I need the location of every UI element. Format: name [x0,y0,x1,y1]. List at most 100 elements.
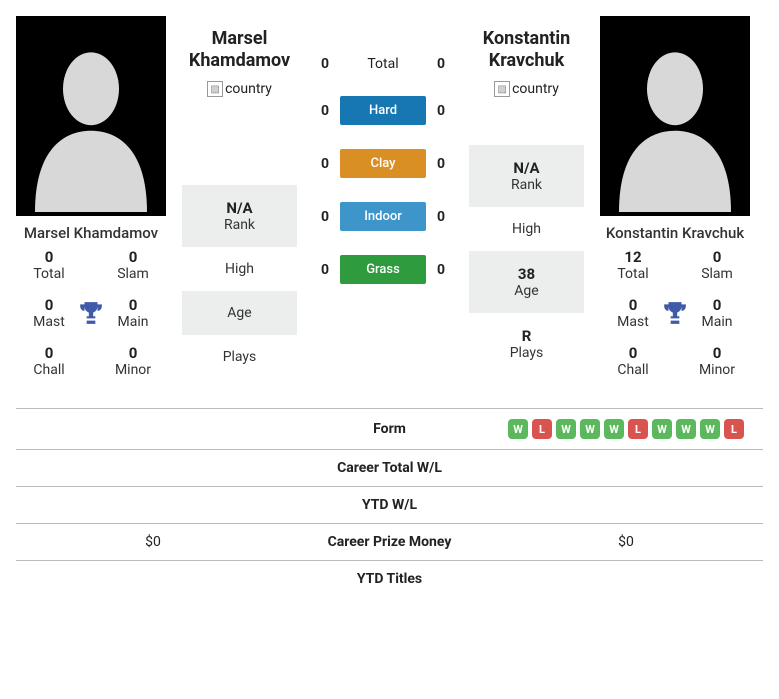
p1-mast-lbl: Mast [20,314,78,330]
player2-card: Konstantin Kravchuk 12Total 0Slam 0Mast … [600,16,750,388]
player1-country: ▨ country [207,77,272,105]
p2-slam-lbl: Slam [688,266,746,282]
player2-title-stats: 12Total 0Slam 0Mast 0Main 0Chall 0Minor [600,248,750,388]
player1-title-stats: 0Total 0Slam 0Mast 0Main 0Chall 0Minor [16,248,166,388]
player1-info: Marsel Khamdamov ▨ country N/A Rank High… [182,16,297,379]
p2-total-val: 12 [604,248,662,266]
h2h-hard-p2: 0 [437,103,445,119]
player1-country-alt: country [225,81,272,97]
row-ytd-wl: YTD W/L [16,487,763,524]
p1-age-tile: Age [182,291,297,335]
p2-high-tile: High [469,207,584,251]
p2-plays-val: R [473,327,580,345]
form-pill-l[interactable]: L [532,419,552,439]
form-pill-w[interactable]: W [508,419,528,439]
p2-high-lbl: High [473,221,580,237]
p1-age-lbl: Age [186,305,293,321]
h2h-total-p1: 0 [321,56,329,72]
row-form: Form WLWWWLWWWL [16,409,763,450]
h2h-indoor-p1: 0 [321,209,329,225]
form-pill-w[interactable]: W [676,419,696,439]
form-pill-w[interactable]: W [580,419,600,439]
p1-mast-val: 0 [20,296,78,314]
broken-image-icon: ▨ [207,81,223,97]
h2h-clay-p1: 0 [321,156,329,172]
h2h-indoor-row: 0 Indoor 0 [313,202,453,231]
player2-country: ▨ country [494,77,559,105]
p1-chall-lbl: Chall [20,362,78,378]
surface-indoor-chip[interactable]: Indoor [340,202,426,231]
p2-chall-val: 0 [604,344,662,362]
p2-chall-lbl: Chall [604,362,662,378]
career-prize-p2: $0 [497,534,755,550]
p1-minor-lbl: Minor [104,362,162,378]
career-prize-label: Career Prize Money [282,534,497,550]
form-pill-l[interactable]: L [628,419,648,439]
form-pill-l[interactable]: L [724,419,744,439]
form-pill-w[interactable]: W [700,419,720,439]
p2-minor-lbl: Minor [688,362,746,378]
p1-rank-lbl: Rank [186,217,293,233]
p2-age-lbl: Age [473,283,580,299]
h2h-column: 0 Total 0 0 Hard 0 0 Clay 0 0 Indoor 0 0 [313,16,453,284]
broken-image-icon: ▨ [494,81,510,97]
p1-main-lbl: Main [104,314,162,330]
form-p2: WLWWWLWWWL [497,419,755,439]
player1-heading: Marsel Khamdamov [182,16,297,77]
p1-chall-val: 0 [20,344,78,362]
player1-name: Marsel Khamdamov [16,216,166,248]
p2-rank-lbl: Rank [473,177,580,193]
form-pill-w[interactable]: W [652,419,672,439]
p2-plays-lbl: Plays [473,345,580,361]
player2-photo [600,16,750,216]
h2h-clay-row: 0 Clay 0 [313,149,453,178]
player2-heading: Konstantin Kravchuk [469,16,584,77]
surface-hard-chip[interactable]: Hard [340,96,426,125]
row-career-total: Career Total W/L [16,450,763,487]
h2h-total-row: 0 Total 0 [313,56,453,72]
player1-photo [16,16,166,216]
row-ytd-titles: YTD Titles [16,561,763,597]
p1-total-lbl: Total [20,266,78,282]
p1-plays-tile: Plays [182,335,297,379]
trophy-icon [78,300,104,326]
h2h-grass-row: 0 Grass 0 [313,255,453,284]
p1-slam-lbl: Slam [104,266,162,282]
p2-rank-tile: N/A Rank [469,145,584,207]
form-label: Form [282,421,497,437]
p1-rank-val: N/A [186,199,293,217]
player2-info: Konstantin Kravchuk ▨ country N/A Rank H… [469,16,584,375]
p2-mast-val: 0 [604,296,662,314]
player2-country-alt: country [512,81,559,97]
p2-mast-lbl: Mast [604,314,662,330]
h2h-indoor-p2: 0 [437,209,445,225]
p2-age-tile: 38 Age [469,251,584,313]
row-career-prize: $0 Career Prize Money $0 [16,524,763,561]
form-pill-w[interactable]: W [604,419,624,439]
surface-grass-chip[interactable]: Grass [340,255,426,284]
ytd-titles-label: YTD Titles [282,571,497,587]
p1-high-tile: High [182,247,297,291]
silhouette-icon [605,26,745,216]
silhouette-icon [21,26,161,216]
h2h-clay-p2: 0 [437,156,445,172]
p1-rank-tile: N/A Rank [182,185,297,247]
h2h-grass-p1: 0 [321,262,329,278]
p2-total-lbl: Total [604,266,662,282]
p2-main-lbl: Main [688,314,746,330]
player2-name: Konstantin Kravchuk [600,216,750,248]
career-prize-p1: $0 [24,534,282,550]
form-pill-w[interactable]: W [556,419,576,439]
h2h-total-label: Total [347,56,419,72]
h2h-hard-row: 0 Hard 0 [313,96,453,125]
h2h-hard-p1: 0 [321,103,329,119]
surface-clay-chip[interactable]: Clay [340,149,426,178]
h2h-grass-p2: 0 [437,262,445,278]
p2-main-val: 0 [688,296,746,314]
h2h-total-p2: 0 [437,56,445,72]
player1-card: Marsel Khamdamov 0Total 0Slam 0Mast 0Mai… [16,16,166,388]
p2-plays-tile: R Plays [469,313,584,375]
p2-rank-val: N/A [473,159,580,177]
comparison-table: Form WLWWWLWWWL Career Total W/L YTD W/L… [16,408,763,597]
p1-total-val: 0 [20,248,78,266]
